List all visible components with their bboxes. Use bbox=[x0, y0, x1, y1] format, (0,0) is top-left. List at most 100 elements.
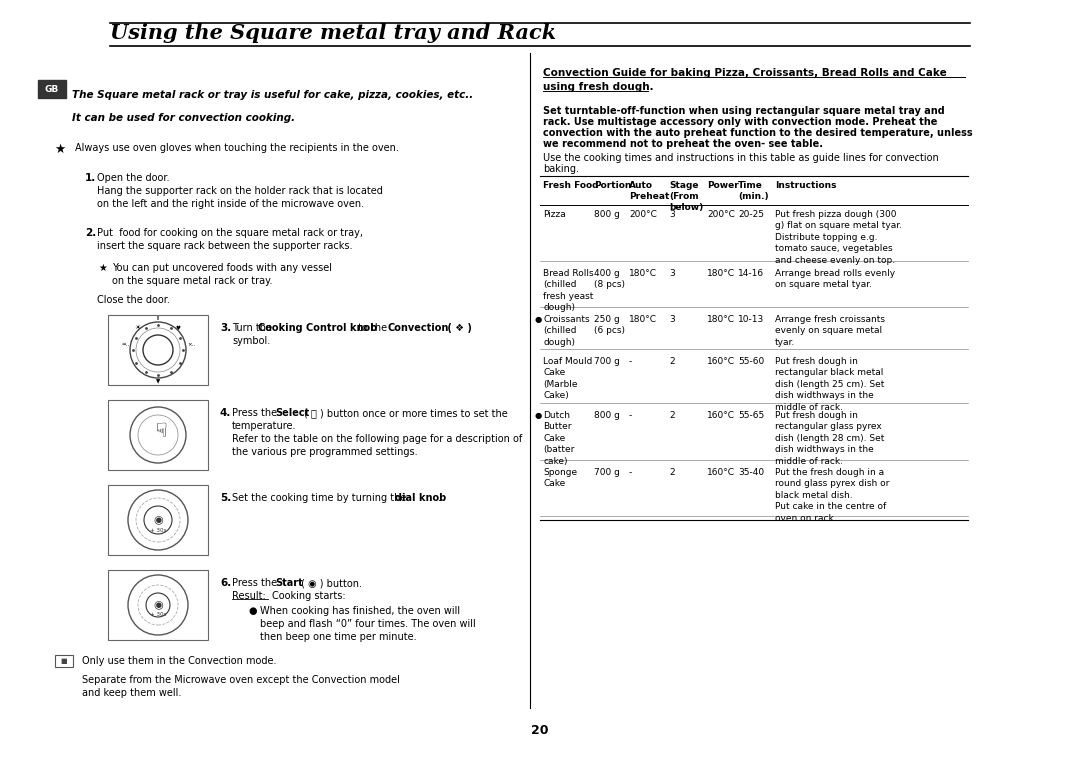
Text: Cooking starts:: Cooking starts: bbox=[272, 591, 346, 601]
Text: ■: ■ bbox=[60, 658, 67, 664]
Text: 200°C: 200°C bbox=[707, 210, 734, 219]
Text: Dutch
Butter
Cake
(batter
cake): Dutch Butter Cake (batter cake) bbox=[543, 411, 575, 465]
Text: ★: ★ bbox=[98, 263, 107, 273]
Text: Close the door.: Close the door. bbox=[97, 295, 170, 305]
Text: Only use them in the Convection mode.: Only use them in the Convection mode. bbox=[82, 656, 276, 666]
Text: Cooking Control knob: Cooking Control knob bbox=[258, 323, 377, 333]
Text: -: - bbox=[629, 357, 632, 366]
Text: ★: ★ bbox=[54, 143, 66, 156]
Text: symbol.: symbol. bbox=[232, 336, 270, 346]
Text: 2: 2 bbox=[669, 468, 675, 477]
Text: The Square metal rack or tray is useful for cake, pizza, cookies, etc..: The Square metal rack or tray is useful … bbox=[72, 90, 473, 100]
Text: Always use oven gloves when touching the recipients in the oven.: Always use oven gloves when touching the… bbox=[75, 143, 399, 153]
Text: 4.: 4. bbox=[220, 408, 231, 418]
Text: Arrange bread rolls evenly
on square metal tyar.: Arrange bread rolls evenly on square met… bbox=[775, 269, 895, 289]
Text: It can be used for convection cooking.: It can be used for convection cooking. bbox=[72, 113, 295, 123]
Text: Turn the: Turn the bbox=[232, 323, 275, 333]
Text: Loaf Mould
Cake
(Marble
Cake): Loaf Mould Cake (Marble Cake) bbox=[543, 357, 592, 401]
Text: Using the Square metal tray and Rack: Using the Square metal tray and Rack bbox=[110, 23, 556, 43]
Text: rack. Use multistage accessory only with convection mode. Preheat the: rack. Use multistage accessory only with… bbox=[543, 117, 937, 127]
Text: ×..: ×.. bbox=[187, 343, 195, 347]
Text: to the: to the bbox=[355, 323, 390, 333]
Text: 10-13: 10-13 bbox=[738, 315, 765, 324]
Text: Open the door.
Hang the supporter rack on the holder rack that is located
on the: Open the door. Hang the supporter rack o… bbox=[97, 173, 383, 209]
Text: Auto
Preheat: Auto Preheat bbox=[629, 181, 670, 201]
Text: -: - bbox=[629, 411, 632, 420]
Text: Convection Guide for baking Pizza, Croissants, Bread Rolls and Cake: Convection Guide for baking Pizza, Crois… bbox=[543, 68, 947, 78]
Text: 14-16: 14-16 bbox=[738, 269, 765, 278]
Text: Sponge
Cake: Sponge Cake bbox=[543, 468, 577, 488]
Text: Use the cooking times and instructions in this table as guide lines for convecti: Use the cooking times and instructions i… bbox=[543, 153, 939, 163]
Text: ☞: ☞ bbox=[149, 421, 167, 439]
Bar bbox=[38, 80, 66, 98]
Text: 1.: 1. bbox=[85, 173, 96, 183]
Text: 200°C: 200°C bbox=[629, 210, 657, 219]
Text: 160°C: 160°C bbox=[707, 411, 735, 420]
Text: 700 g: 700 g bbox=[594, 357, 620, 366]
Text: Put fresh dough in
rectangular black metal
dish (length 25 cm). Set
dish widthwa: Put fresh dough in rectangular black met… bbox=[775, 357, 885, 412]
Text: Set the cooking time by turning the: Set the cooking time by turning the bbox=[232, 493, 409, 503]
Text: 400 g
(8 pcs): 400 g (8 pcs) bbox=[594, 269, 625, 289]
Text: 180°C: 180°C bbox=[707, 315, 735, 324]
Text: 3.: 3. bbox=[220, 323, 231, 333]
Text: -: - bbox=[629, 468, 632, 477]
Text: ●: ● bbox=[535, 315, 542, 324]
Text: + 30s: + 30s bbox=[150, 611, 166, 617]
Text: 800 g: 800 g bbox=[594, 210, 620, 219]
Text: Instructions: Instructions bbox=[775, 181, 837, 190]
Text: Pizza: Pizza bbox=[543, 210, 566, 219]
Text: Bread Rolls
(chilled
fresh yeast
dough): Bread Rolls (chilled fresh yeast dough) bbox=[543, 269, 594, 312]
Text: temperature.
Refer to the table on the following page for a description of
the v: temperature. Refer to the table on the f… bbox=[232, 421, 523, 457]
Text: dial knob: dial knob bbox=[395, 493, 446, 503]
Text: 2: 2 bbox=[669, 411, 675, 420]
Text: 55-60: 55-60 bbox=[738, 357, 765, 366]
Text: GB: GB bbox=[45, 85, 59, 94]
Text: Select: Select bbox=[275, 408, 309, 418]
Text: Arrange fresh croissants
evenly on square metal
tyar.: Arrange fresh croissants evenly on squar… bbox=[775, 315, 885, 347]
Text: Stage
(From
below): Stage (From below) bbox=[669, 181, 703, 212]
Text: Croissants
(chilled
dough): Croissants (chilled dough) bbox=[543, 315, 590, 347]
Text: ●: ● bbox=[248, 606, 257, 616]
Text: we recommend not to preheat the oven- see table.: we recommend not to preheat the oven- se… bbox=[543, 139, 823, 149]
Text: and keep them well.: and keep them well. bbox=[82, 688, 181, 698]
Text: Result:: Result: bbox=[232, 591, 266, 601]
Text: ( ❖ ): ( ❖ ) bbox=[444, 323, 472, 333]
Text: 6.: 6. bbox=[220, 578, 231, 588]
Text: ≈..: ≈.. bbox=[121, 343, 130, 347]
Text: 35-40: 35-40 bbox=[738, 468, 765, 477]
Text: Convection: Convection bbox=[388, 323, 449, 333]
Text: 160°C: 160°C bbox=[707, 357, 735, 366]
Text: When cooking has finished, the oven will
beep and flash “0” four times. The oven: When cooking has finished, the oven will… bbox=[260, 606, 476, 642]
Text: Time
(min.): Time (min.) bbox=[738, 181, 769, 201]
Text: Portion: Portion bbox=[594, 181, 632, 190]
Text: ☀: ☀ bbox=[135, 325, 141, 331]
Text: 20-25: 20-25 bbox=[738, 210, 764, 219]
Text: Start: Start bbox=[275, 578, 302, 588]
Text: Separate from the Microwave oven except the Convection model: Separate from the Microwave oven except … bbox=[82, 675, 400, 685]
Text: Fresh Food: Fresh Food bbox=[543, 181, 598, 190]
Text: Put the fresh dough in a
round glass pyrex dish or
black metal dish.
Put cake in: Put the fresh dough in a round glass pyr… bbox=[775, 468, 889, 523]
Bar bbox=[108, 570, 208, 640]
Text: Press the: Press the bbox=[232, 408, 280, 418]
Text: 55-65: 55-65 bbox=[738, 411, 765, 420]
Text: Set turntable-off-function when using rectangular square metal tray and: Set turntable-off-function when using re… bbox=[543, 106, 945, 116]
Text: Put fresh pizza dough (300
g) flat on square metal tyar.
Distribute topping e.g.: Put fresh pizza dough (300 g) flat on sq… bbox=[775, 210, 902, 265]
Text: ▼: ▼ bbox=[156, 379, 160, 385]
Text: 180°C: 180°C bbox=[707, 269, 735, 278]
Bar bbox=[108, 315, 208, 385]
Text: 180°C: 180°C bbox=[629, 269, 657, 278]
Text: 2.: 2. bbox=[85, 228, 96, 238]
Text: Power: Power bbox=[707, 181, 739, 190]
Text: 180°C: 180°C bbox=[629, 315, 657, 324]
Text: 20: 20 bbox=[531, 725, 549, 738]
Text: ( ⒡ ) button once or more times to set the: ( ⒡ ) button once or more times to set t… bbox=[303, 408, 508, 418]
Text: 800 g: 800 g bbox=[594, 411, 620, 420]
Text: ◉: ◉ bbox=[153, 515, 163, 525]
Text: Put  food for cooking on the square metal rack or tray,
insert the square rack b: Put food for cooking on the square metal… bbox=[97, 228, 363, 251]
Text: ♥: ♥ bbox=[176, 326, 180, 330]
Text: 3: 3 bbox=[669, 210, 675, 219]
Text: 250 g
(6 pcs): 250 g (6 pcs) bbox=[594, 315, 625, 336]
Bar bbox=[108, 400, 208, 470]
Text: 700 g: 700 g bbox=[594, 468, 620, 477]
Text: II: II bbox=[157, 315, 160, 320]
